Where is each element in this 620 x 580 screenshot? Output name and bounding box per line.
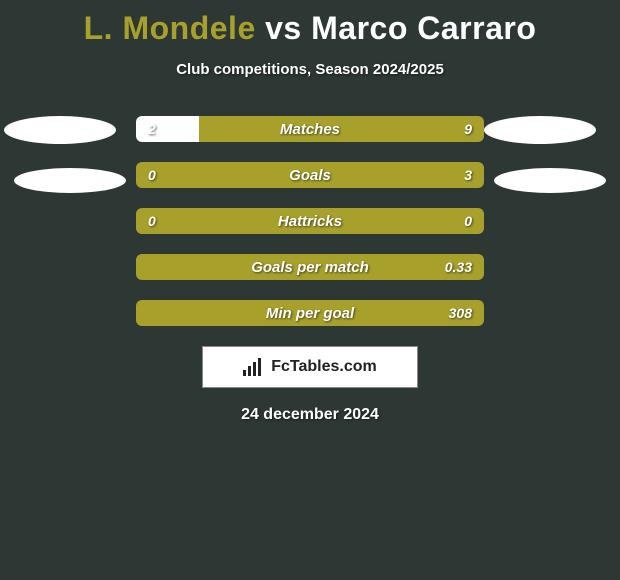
- side-ellipse: [4, 116, 116, 144]
- brand-text: FcTables.com: [271, 358, 377, 376]
- stat-label: Goals per match: [136, 254, 484, 280]
- stat-label: Matches: [136, 116, 484, 142]
- title-player2: Marco Carraro: [311, 10, 536, 46]
- side-ellipse: [494, 168, 606, 193]
- stat-row: Min per goal308: [136, 300, 484, 326]
- side-ellipse: [14, 168, 126, 193]
- stat-value-right: 3: [464, 162, 472, 188]
- stat-row: 0Hattricks0: [136, 208, 484, 234]
- footer-date: 24 december 2024: [0, 406, 620, 424]
- stats-area: 2Matches90Goals30Hattricks0Goals per mat…: [0, 116, 620, 326]
- stat-value-right: 308: [449, 300, 472, 326]
- stat-value-right: 0.33: [445, 254, 472, 280]
- stat-row: Goals per match0.33: [136, 254, 484, 280]
- title-vs: vs: [265, 10, 302, 46]
- stat-row: 2Matches9: [136, 116, 484, 142]
- footer-brand-box: FcTables.com: [202, 346, 418, 388]
- stat-value-right: 9: [464, 116, 472, 142]
- title-player1: L. Mondele: [84, 10, 256, 46]
- stat-label: Hattricks: [136, 208, 484, 234]
- bar-chart-icon: [243, 358, 265, 376]
- stat-row: 0Goals3: [136, 162, 484, 188]
- stat-value-right: 0: [464, 208, 472, 234]
- subtitle: Club competitions, Season 2024/2025: [0, 61, 620, 78]
- side-ellipse: [484, 116, 596, 144]
- stat-label: Goals: [136, 162, 484, 188]
- page-title: L. Mondele vs Marco Carraro: [0, 0, 620, 47]
- stat-label: Min per goal: [136, 300, 484, 326]
